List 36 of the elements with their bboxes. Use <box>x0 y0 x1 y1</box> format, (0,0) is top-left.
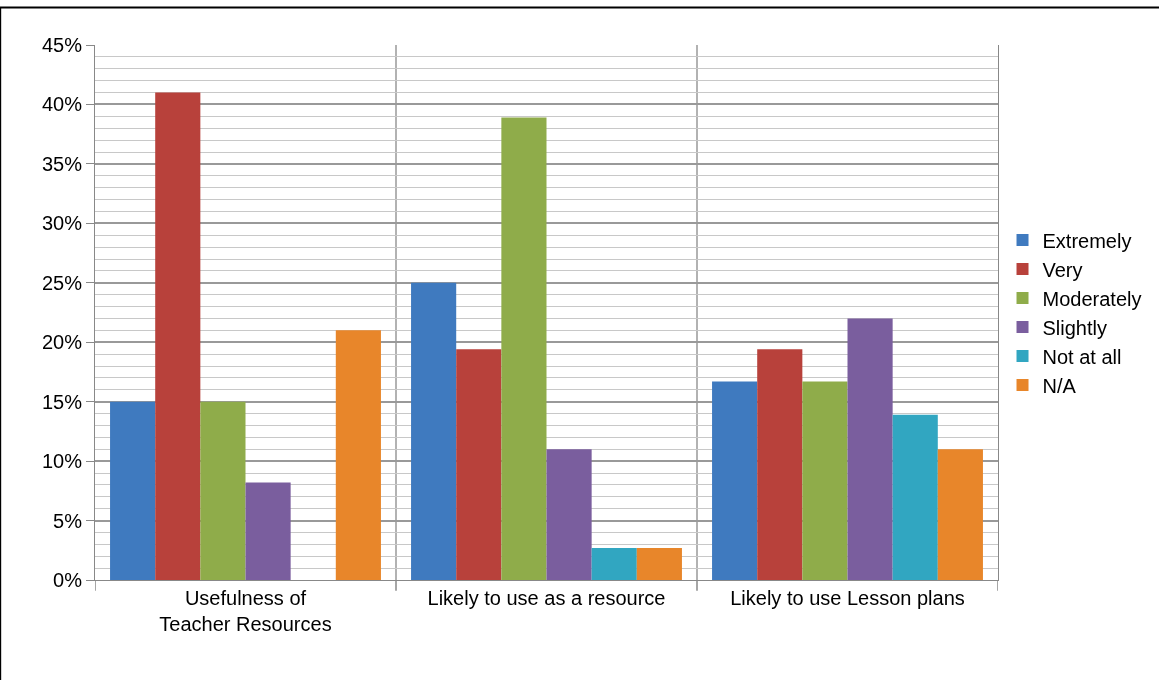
legend-label: Moderately <box>1042 287 1142 310</box>
x-tick-label: Likely to use as a resource <box>427 587 666 609</box>
x-tick-label: Likely to use Lesson plans <box>730 587 965 609</box>
bar <box>636 547 682 580</box>
bar <box>501 117 547 580</box>
y-tick-label: 20% <box>41 331 83 354</box>
legend-label: Slightly <box>1042 316 1107 339</box>
bar <box>456 349 502 580</box>
y-tick-label: 0% <box>53 569 83 591</box>
y-tick-label: 10% <box>41 450 83 473</box>
y-tick-label: 25% <box>41 271 83 294</box>
legend-label: N/A <box>1042 374 1077 397</box>
y-tick-label: 35% <box>41 152 83 175</box>
bar <box>200 401 246 580</box>
bar <box>335 330 381 580</box>
legend-label: Very <box>1042 258 1083 281</box>
y-tick-label: 40% <box>41 93 83 116</box>
bar <box>892 414 938 580</box>
y-tick-label: 5% <box>53 509 83 532</box>
bar <box>802 381 848 580</box>
y-tick-label: 30% <box>41 212 83 235</box>
bar <box>757 349 803 580</box>
bar <box>245 482 291 580</box>
x-tick-label: Usefulness of Teacher Resources <box>159 587 332 635</box>
bar <box>155 92 201 580</box>
bar <box>110 401 156 580</box>
bar <box>411 282 457 580</box>
y-tick-label: 45% <box>41 34 83 56</box>
legend-label: Not at all <box>1042 345 1122 368</box>
bar <box>712 381 758 580</box>
bar <box>591 547 637 580</box>
bar <box>546 449 592 580</box>
bar <box>937 449 983 580</box>
y-tick-label: 15% <box>41 390 83 413</box>
legend-label: Extremely <box>1042 229 1132 252</box>
bar <box>847 318 893 580</box>
